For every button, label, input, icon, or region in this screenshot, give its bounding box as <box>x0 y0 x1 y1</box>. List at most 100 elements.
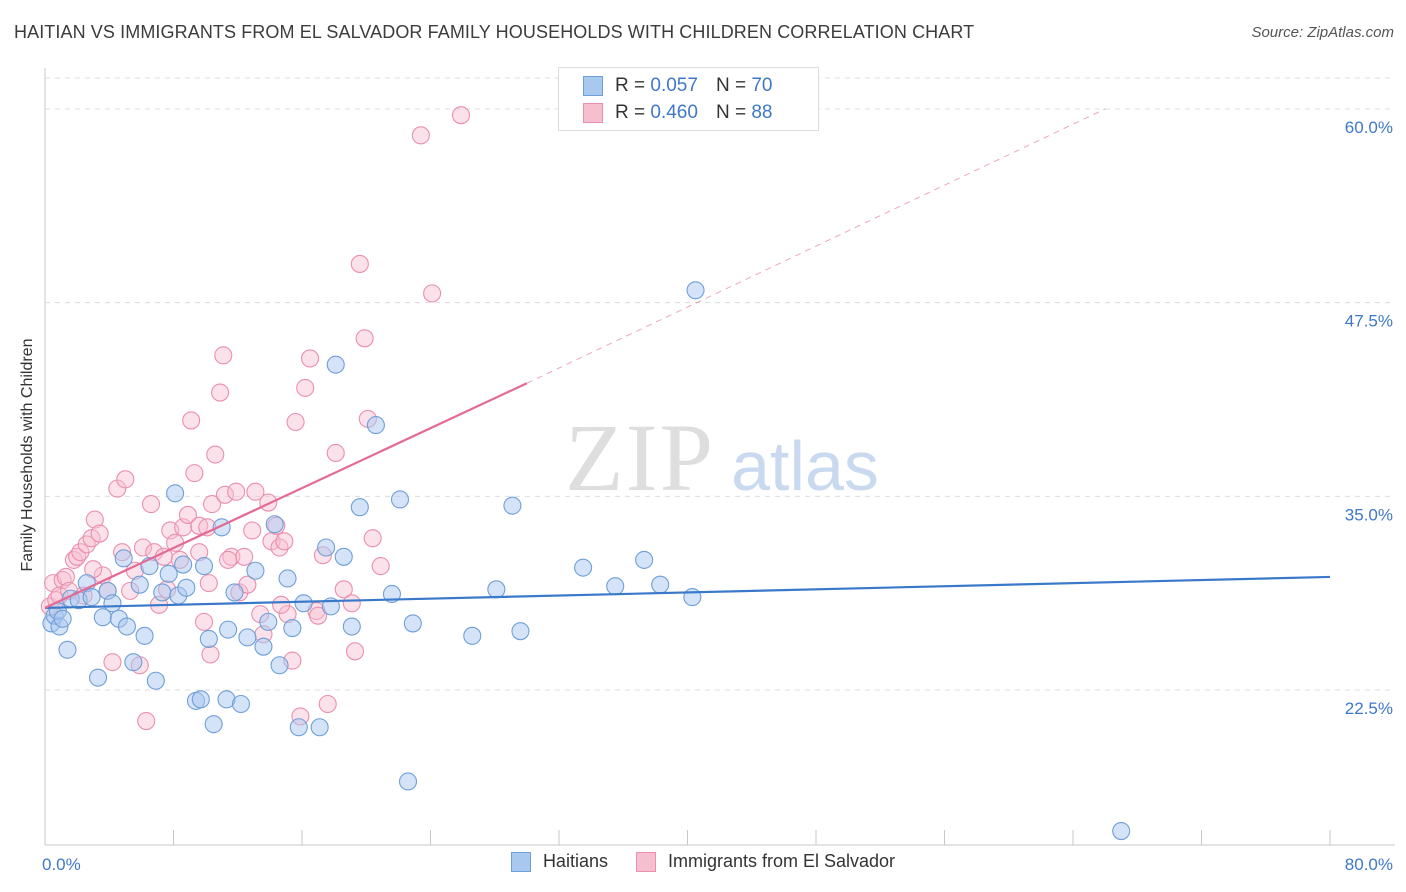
salvador-point <box>222 547 241 566</box>
salvador-point <box>451 106 471 125</box>
legend-r-value: 0.057 <box>650 75 698 96</box>
y-tick-label: 47.5% <box>1345 312 1393 331</box>
zipatlas-watermark: ZIP atlas <box>565 404 879 511</box>
salvador-point <box>318 694 337 714</box>
salvador-point <box>137 711 156 731</box>
salvador-point <box>56 567 75 586</box>
haitians-point <box>153 583 172 602</box>
salvador-point <box>345 642 365 661</box>
legend-r-label: R = <box>615 102 646 123</box>
legend-r-label: R = <box>615 75 646 96</box>
y-tick-label: 35.0% <box>1345 505 1393 524</box>
salvador-point <box>300 349 320 368</box>
salvador-point <box>53 570 72 590</box>
salvador-point <box>423 284 442 303</box>
haitians-point <box>238 628 257 647</box>
haitians-point <box>103 594 122 613</box>
salvador-point <box>219 550 238 569</box>
haitians-point <box>1112 822 1131 841</box>
legend-row-salvador: R = 0.460 N = 88 <box>583 100 772 126</box>
legend-n-label: N = <box>715 102 747 123</box>
salvador-point <box>199 574 218 593</box>
haitians-point <box>135 626 154 645</box>
y-tick-label: 22.5% <box>1345 699 1393 718</box>
chart-title: HAITIAN VS IMMIGRANTS FROM EL SALVADOR F… <box>14 22 975 42</box>
haitians-point <box>225 583 244 602</box>
salvador-point <box>243 521 262 540</box>
watermark-atlas: atlas <box>731 427 879 505</box>
haitians-point <box>310 718 329 737</box>
salvador-point <box>275 532 294 551</box>
salvador-point <box>215 485 234 504</box>
gridlines <box>45 77 1395 691</box>
haitians-point <box>204 715 223 734</box>
salvador-trend-line <box>44 382 528 609</box>
haitians-point <box>82 588 101 607</box>
haitians-point <box>219 620 238 639</box>
salvador-point <box>342 594 361 613</box>
haitians-point <box>177 578 196 597</box>
y-tick-label: 60.0% <box>1345 118 1393 137</box>
haitians-point <box>88 668 108 687</box>
salvador-point <box>371 557 390 576</box>
axes <box>44 68 1395 846</box>
salvador-point <box>166 533 185 552</box>
legend-item-salvador[interactable]: Immigrants from El Salvador <box>635 851 895 872</box>
salvador-point <box>334 580 353 599</box>
x-tick-label-min: 0.0% <box>42 855 81 874</box>
haitians-point <box>166 484 185 503</box>
salvador-point <box>214 346 233 365</box>
salvador-point <box>286 412 305 432</box>
salvador-point <box>211 383 230 402</box>
salvador-point <box>355 329 374 348</box>
legend-swatch-haitians <box>583 76 603 96</box>
trend-lines <box>44 108 1331 610</box>
stats-legend: R = 0.057 N = 70 R = 0.460 N = 88 <box>558 67 819 131</box>
legend-swatch-salvador <box>583 103 603 123</box>
legend-item-haitians[interactable]: Haitians <box>510 851 608 872</box>
legend-swatch-haitians <box>510 851 531 872</box>
haitians-point <box>574 558 593 577</box>
haitians-point <box>174 555 193 574</box>
salvador-point <box>182 411 201 430</box>
haitians-point <box>278 569 297 588</box>
haitians-point <box>130 575 149 594</box>
haitians-point <box>342 617 361 636</box>
haitians-point <box>199 629 218 648</box>
x-tick-label-max: 80.0% <box>1345 855 1393 874</box>
haitians-point <box>398 772 418 791</box>
salvador-trend-extension <box>526 108 1106 384</box>
haitians-point <box>114 549 133 568</box>
haitians-point <box>403 614 422 633</box>
haitians-point <box>635 550 654 569</box>
salvador-point <box>77 535 96 554</box>
haitians-point <box>366 416 385 435</box>
tick-labels: 22.5% 35.0% 47.5% 60.0% 0.0% 80.0% <box>42 118 1393 874</box>
legend-n-value: 70 <box>751 75 773 96</box>
haitians-point <box>159 564 178 583</box>
y-axis-label: Family Households with Children <box>19 338 36 572</box>
haitians-point <box>124 653 143 672</box>
haitians-point <box>146 671 165 690</box>
haitians-points <box>42 281 1131 841</box>
haitians-point <box>294 594 313 613</box>
salvador-point <box>90 524 109 543</box>
haitians-point <box>194 557 214 576</box>
haitians-point <box>283 619 302 638</box>
haitians-point <box>265 515 284 534</box>
haitians-point <box>382 584 402 604</box>
haitians-point <box>463 626 482 645</box>
haitians-point <box>270 656 289 675</box>
haitians-point <box>191 690 210 709</box>
salvador-point <box>309 606 328 625</box>
legend-swatch-salvador <box>635 851 656 872</box>
salvador-point <box>133 538 153 557</box>
haitians-point <box>58 640 77 659</box>
salvador-point <box>326 443 345 463</box>
haitians-point <box>246 561 265 580</box>
haitians-trend-line <box>44 575 1331 610</box>
salvador-point <box>411 126 430 145</box>
watermark-zip: ZIP <box>565 404 715 511</box>
haitians-point <box>326 355 345 374</box>
